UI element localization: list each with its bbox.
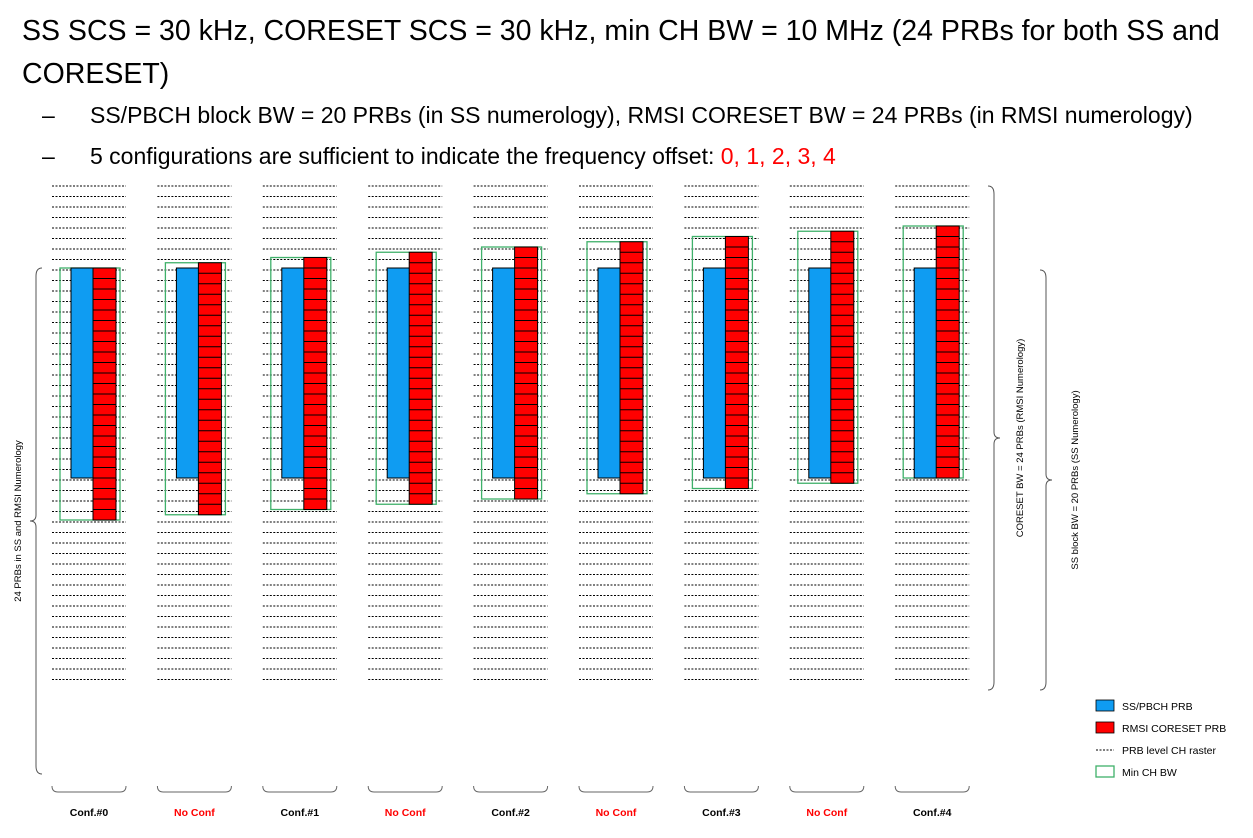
bullet-configurations: – 5 configurations are sufficient to indi… (42, 143, 836, 170)
bullet-ss-coreset-bw: – SS/PBCH block BW = 20 PRBs (in SS numer… (42, 102, 1193, 129)
bullet-text: 5 configurations are sufficient to indic… (90, 143, 721, 169)
config-column-8: Conf.#4 (894, 225, 970, 819)
ss-pbch-block (281, 267, 306, 479)
config-column-7: No Conf (789, 230, 865, 819)
config-column-2: Conf.#1 (262, 256, 338, 819)
min-ch-bw-outline (270, 256, 332, 511)
ch-raster-lines (52, 185, 970, 680)
legend-label: PRB level CH raster (1122, 745, 1216, 757)
config-bracket (578, 785, 654, 793)
min-ch-bw-outline (586, 241, 648, 495)
bullet-dash: – (42, 102, 55, 128)
legend-swatch (1095, 699, 1115, 712)
ss-pbch-block (175, 267, 200, 479)
legend-label: RMSI CORESET PRB (1122, 723, 1226, 735)
legend-item: RMSI CORESET PRB (1095, 721, 1226, 735)
legend-label: Min CH BW (1122, 767, 1177, 779)
config-label: Conf.#2 (491, 807, 530, 819)
ss-pbch-block (386, 267, 411, 479)
min-ch-bw-outline (375, 251, 437, 505)
left-brace (29, 267, 43, 775)
config-column-1: No Conf (156, 262, 232, 819)
config-bracket (262, 785, 338, 793)
bullet-text: SS/PBCH block BW = 20 PRBs (in SS numero… (90, 102, 1193, 128)
config-bracket (894, 785, 970, 793)
bullet-dash: – (42, 143, 55, 169)
config-label: Conf.#3 (702, 807, 741, 819)
ss-pbch-block (702, 267, 727, 479)
legend: SS/PBCH PRB RMSI CORESET PRB PRB level CH … (1095, 699, 1226, 779)
config-column-0: Conf.#0 (51, 267, 127, 819)
ss-pbch-block (70, 267, 95, 479)
config-label: No Conf (174, 807, 215, 819)
config-bracket (683, 785, 759, 793)
config-column-6: Conf.#3 (683, 235, 759, 819)
ss-pbch-block (492, 267, 517, 479)
ss-pbch-block (597, 267, 622, 479)
left-brace-label: 24 PRBs in SS and RMSI Numerology (13, 440, 24, 602)
legend-label: SS/PBCH PRB (1122, 701, 1193, 713)
config-bracket (51, 785, 127, 793)
config-label: No Conf (806, 807, 847, 819)
config-label: No Conf (596, 807, 637, 819)
ss-pbch-block (808, 267, 833, 479)
bullet-highlight: 0, 1, 2, 3, 4 (720, 143, 836, 169)
coreset-bw-label: CORESET BW = 24 PRBs (RMSI Numerology) (1015, 339, 1026, 538)
config-column-3: No Conf (367, 251, 443, 819)
config-column-5: No Conf (578, 241, 654, 819)
min-ch-bw-outline (480, 246, 543, 500)
legend-swatch (1095, 721, 1115, 734)
config-label: Conf.#1 (281, 807, 320, 819)
config-bracket (473, 785, 549, 793)
config-label: Conf.#0 (70, 807, 109, 819)
ss-pbch-block (913, 267, 938, 479)
ss-block-bw-label: SS block BW = 20 PRBs (SS Numerology) (1070, 390, 1081, 569)
config-bracket (367, 785, 443, 793)
min-ch-bw-outline (797, 230, 859, 484)
ss-block-bw-brace (1039, 269, 1053, 691)
min-ch-bw-outline (691, 235, 754, 490)
legend-item: Min CH BW (1095, 765, 1177, 779)
legend-item: PRB level CH raster (1096, 745, 1216, 757)
config-column-4: Conf.#2 (473, 246, 549, 819)
config-bracket (156, 785, 232, 793)
legend-swatch (1095, 765, 1115, 778)
config-label: No Conf (385, 807, 426, 819)
slide-title: SS SCS = 30 kHz, CORESET SCS = 30 kHz, m… (22, 15, 1220, 90)
legend-item: SS/PBCH PRB (1095, 699, 1193, 713)
min-ch-bw-outline (164, 262, 227, 516)
config-bracket (789, 785, 865, 793)
config-label: Conf.#4 (913, 807, 952, 819)
coreset-bw-brace (987, 185, 1001, 691)
